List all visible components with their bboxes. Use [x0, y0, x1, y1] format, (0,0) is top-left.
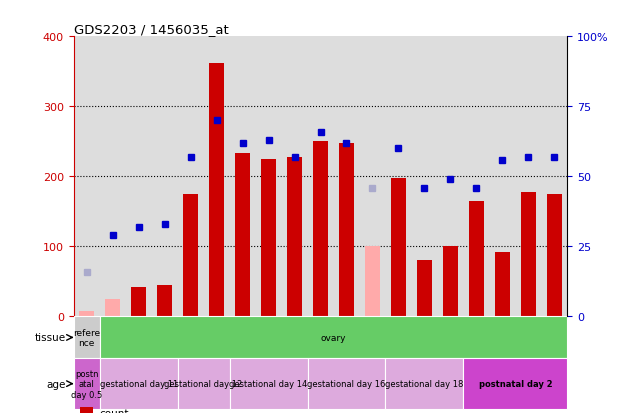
Bar	[541, 37, 567, 317]
Bar	[74, 37, 100, 317]
Bar	[178, 37, 204, 317]
Bar	[469, 202, 484, 317]
Bar	[333, 37, 360, 317]
Bar	[281, 37, 308, 317]
Bar	[74, 317, 100, 358]
Bar	[79, 311, 94, 317]
Text: postnatal day 2: postnatal day 2	[479, 379, 552, 388]
Bar	[547, 195, 562, 317]
Bar	[308, 358, 385, 409]
Bar	[157, 285, 172, 317]
Text: gestational day 14: gestational day 14	[229, 379, 308, 388]
Bar	[489, 37, 515, 317]
Text: postn
atal
day 0.5: postn atal day 0.5	[71, 369, 103, 399]
Bar	[313, 142, 328, 317]
Bar	[520, 192, 536, 317]
Bar	[235, 154, 251, 317]
Text: age: age	[47, 379, 66, 389]
Bar	[178, 358, 229, 409]
Bar	[338, 143, 354, 317]
Bar	[261, 159, 276, 317]
Bar	[256, 37, 281, 317]
Bar	[183, 195, 199, 317]
Bar	[74, 358, 100, 409]
Bar	[152, 37, 178, 317]
Bar	[515, 37, 541, 317]
Text: count: count	[99, 408, 129, 413]
Bar	[209, 64, 224, 317]
Text: gestational day 18: gestational day 18	[385, 379, 463, 388]
Bar	[385, 358, 463, 409]
Bar	[100, 358, 178, 409]
Bar	[229, 358, 308, 409]
Bar	[463, 37, 489, 317]
Bar	[365, 247, 380, 317]
Bar	[463, 358, 567, 409]
Bar	[442, 247, 458, 317]
Bar	[495, 252, 510, 317]
Bar	[126, 37, 152, 317]
Bar	[360, 37, 385, 317]
Bar	[390, 178, 406, 317]
Bar	[437, 37, 463, 317]
Bar	[229, 37, 256, 317]
Text: gestational day 11: gestational day 11	[99, 379, 178, 388]
Bar	[412, 37, 437, 317]
Bar	[204, 37, 229, 317]
Text: gestational day 16: gestational day 16	[307, 379, 386, 388]
Text: gestational day 12: gestational day 12	[165, 379, 243, 388]
Bar	[417, 261, 432, 317]
Bar	[308, 37, 333, 317]
Bar	[385, 37, 412, 317]
Bar	[105, 299, 121, 317]
Bar	[287, 157, 303, 317]
Text: ovary: ovary	[320, 333, 346, 342]
Bar	[100, 37, 126, 317]
Text: tissue: tissue	[35, 332, 66, 343]
Text: refere
nce: refere nce	[73, 328, 100, 347]
Bar	[131, 287, 146, 317]
Text: GDS2203 / 1456035_at: GDS2203 / 1456035_at	[74, 23, 228, 36]
